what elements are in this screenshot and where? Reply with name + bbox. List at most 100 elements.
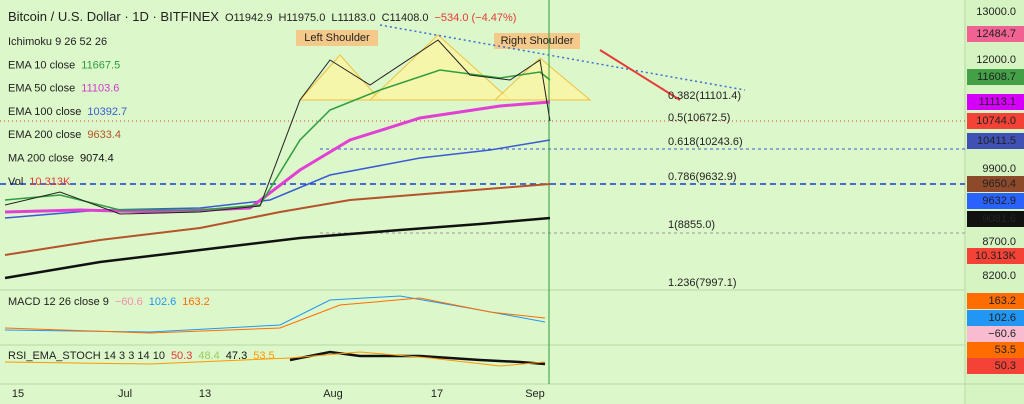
signal-line <box>4 297 546 334</box>
price-tag <box>967 176 1024 192</box>
rsi-value: 47.3 <box>226 350 247 362</box>
indicator-value: 9074.4 <box>80 152 114 164</box>
indicator-value: 10392.7 <box>87 106 127 118</box>
x-axis-label: 17 <box>431 388 443 400</box>
indicator-value: 11103.6 <box>81 83 119 95</box>
price-tag-label: 10.313K <box>975 250 1017 262</box>
price-tag <box>967 94 1024 110</box>
price-axis-label: 9900.0 <box>982 163 1016 175</box>
price-tag-label: 12484.7 <box>976 28 1016 40</box>
price <box>4 39 551 215</box>
change: −534.0 (−4.47%) <box>434 12 516 24</box>
indicator-value: 10.313K <box>29 176 71 188</box>
indicator: EMA 50 close 11103.6 <box>8 83 119 95</box>
rsi-legend: RSI_EMA_STOCH 14 3 3 14 10 50.3 48.4 47.3 53… <box>8 350 275 362</box>
price-tag-label: 9632.9 <box>982 195 1016 207</box>
stoch-line <box>4 351 546 367</box>
fib-label: 0.382(11101.4) <box>668 90 741 102</box>
indicator-value: 11667.5 <box>81 59 120 71</box>
price-tag-label: 53.5 <box>995 344 1016 356</box>
price-tag <box>967 69 1024 85</box>
price-tag-label: 9650.4 <box>982 178 1016 190</box>
macd-value: 163.2 <box>182 296 210 308</box>
indicator-name: Ichimoku 9 26 52 26 <box>8 36 107 48</box>
fib-label: 1(8855.0) <box>668 219 715 231</box>
x-axis-label: Jul <box>118 388 132 400</box>
indicator-name: MA 200 close <box>8 152 74 164</box>
head-shape <box>368 34 512 101</box>
x-axis-label: Aug <box>323 388 343 400</box>
macd-legend: MACD 12 26 close 9 −60.6 102.6 163.2 <box>8 296 210 308</box>
x-axis-label: 13 <box>199 388 211 400</box>
price-tag <box>967 113 1024 129</box>
indicator: EMA 100 close 10392.7 <box>8 106 127 118</box>
price-tag <box>967 310 1024 326</box>
price-tag <box>967 211 1024 227</box>
price-axis-label: 8700.0 <box>982 236 1016 248</box>
ohlc: L11183.0 <box>331 12 375 24</box>
right-shoulder-shape <box>493 57 592 101</box>
price-tag <box>967 26 1024 42</box>
price-tag-label: 11113.1 <box>979 96 1016 108</box>
arrow <box>599 49 681 101</box>
ohlc: C11408.0 <box>382 12 429 24</box>
rsi-value: 48.4 <box>198 350 219 362</box>
fib-label: 0.5(10672.5) <box>668 112 730 124</box>
fib-label: 0.618(10243.6) <box>668 136 743 148</box>
price-tag-label: 10744.0 <box>976 115 1016 127</box>
rsi-name: RSI_EMA_STOCH 14 3 3 14 10 <box>8 350 165 362</box>
price-axis-label: 13000.0 <box>976 6 1016 18</box>
price-axis-label: 8200.0 <box>982 270 1016 282</box>
symbol: Bitcoin / U.S. Dollar · 1D · BITFINEX <box>8 9 219 24</box>
macd-value: −60.6 <box>115 296 143 308</box>
rsi-line <box>289 350 546 366</box>
price-tag <box>967 193 1024 209</box>
annotation-bg <box>494 33 580 49</box>
indicator-name: EMA 50 close <box>8 83 75 95</box>
ema50 <box>4 100 551 214</box>
price-tag-label: 163.2 <box>988 295 1016 307</box>
indicator: EMA 200 close 9633.4 <box>8 129 121 141</box>
x-axis-label: 15 <box>12 388 24 400</box>
indicator-name: Vol <box>8 176 23 188</box>
price-tag <box>967 326 1024 342</box>
price-tag-label: −60.6 <box>988 328 1016 340</box>
rsi-value: 50.3 <box>171 350 192 362</box>
trend-line <box>379 24 746 91</box>
indicator: Ichimoku 9 26 52 26 <box>8 36 107 48</box>
ema10 <box>4 69 551 211</box>
ohlc: O11942.9 <box>225 12 273 24</box>
indicator: EMA 10 close 11667.5 <box>8 59 120 71</box>
price-tag <box>967 358 1024 374</box>
annotation: Right Shoulder <box>501 35 574 47</box>
indicator-name: EMA 10 close <box>8 59 75 71</box>
ma200 <box>4 216 551 280</box>
price-tag-label: 11608.7 <box>977 71 1016 83</box>
header: Bitcoin / U.S. Dollar · 1D · BITFINEX O11… <box>8 9 516 24</box>
annotation: Left Shoulder <box>304 32 370 44</box>
ema200 <box>4 183 551 256</box>
price-tag <box>967 342 1024 358</box>
price-tag <box>967 133 1024 149</box>
indicator-value: 9633.4 <box>87 129 121 141</box>
x-axis-label: Sep <box>525 388 545 400</box>
price-tag <box>967 293 1024 309</box>
indicator: Vol 10.313K <box>8 176 71 188</box>
price-tag-label: 50.3 <box>995 360 1016 372</box>
ohlc: H11975.0 <box>278 12 325 24</box>
indicator-name: EMA 200 close <box>8 129 81 141</box>
rsi-value: 53.5 <box>253 350 274 362</box>
annotation-bg <box>296 30 378 46</box>
price-tag-label: 9081.6 <box>982 213 1016 225</box>
price-tag <box>967 248 1024 264</box>
fib-label: 0.786(9632.9) <box>668 171 737 183</box>
indicator: MA 200 close 9074.4 <box>8 152 114 164</box>
left-shoulder-shape <box>298 54 382 101</box>
price-axis-label: 12000.0 <box>976 54 1016 66</box>
fib-label: 1.236(7997.1) <box>668 277 737 289</box>
macd-name: MACD 12 26 close 9 <box>8 296 109 308</box>
price-tag-label: 10411.5 <box>977 135 1016 147</box>
macd-value: 102.6 <box>149 296 177 308</box>
indicator-name: EMA 100 close <box>8 106 81 118</box>
